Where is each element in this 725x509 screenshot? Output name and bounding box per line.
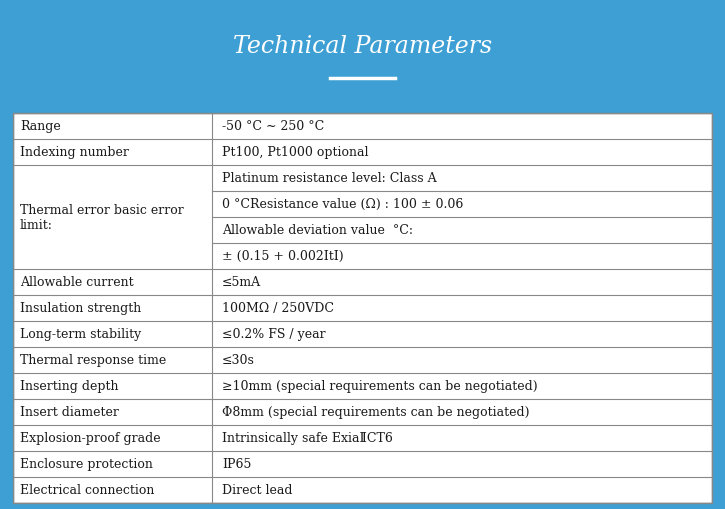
- Text: Φ8mm (special requirements can be negotiated): Φ8mm (special requirements can be negoti…: [222, 406, 529, 418]
- Text: Insert diameter: Insert diameter: [20, 406, 119, 418]
- Text: Thermal response time: Thermal response time: [20, 354, 166, 366]
- Text: Allowable deviation value  °C:: Allowable deviation value °C:: [222, 224, 413, 237]
- Text: Insulation strength: Insulation strength: [20, 302, 141, 315]
- Text: 0 °CResistance value (Ω) : 100 ± 0.06: 0 °CResistance value (Ω) : 100 ± 0.06: [222, 198, 463, 211]
- Text: 100MΩ / 250VDC: 100MΩ / 250VDC: [222, 302, 334, 315]
- Text: Pt100, Pt1000 optional: Pt100, Pt1000 optional: [222, 146, 368, 159]
- Text: ≤0.2% FS / year: ≤0.2% FS / year: [222, 328, 326, 341]
- Text: Direct lead: Direct lead: [222, 484, 292, 496]
- Text: Enclosure protection: Enclosure protection: [20, 458, 153, 470]
- Text: ≤30s: ≤30s: [222, 354, 255, 366]
- Text: Long-term stability: Long-term stability: [20, 328, 141, 341]
- Text: Platinum resistance level: Class A: Platinum resistance level: Class A: [222, 172, 436, 185]
- Text: ≥10mm (special requirements can be negotiated): ≥10mm (special requirements can be negot…: [222, 380, 538, 392]
- Text: Electrical connection: Electrical connection: [20, 484, 154, 496]
- Text: Indexing number: Indexing number: [20, 146, 129, 159]
- Text: ± (0.15 + 0.002ItI): ± (0.15 + 0.002ItI): [222, 250, 344, 263]
- Text: Intrinsically safe ExiaⅡCT6: Intrinsically safe ExiaⅡCT6: [222, 432, 393, 444]
- Text: Range: Range: [20, 120, 61, 133]
- Text: Explosion-proof grade: Explosion-proof grade: [20, 432, 161, 444]
- Text: IP65: IP65: [222, 458, 252, 470]
- Text: Thermal error basic error
limit:: Thermal error basic error limit:: [20, 204, 184, 231]
- Text: Inserting depth: Inserting depth: [20, 380, 119, 392]
- Text: Technical Parameters: Technical Parameters: [233, 35, 492, 58]
- Text: -50 °C ∼ 250 °C: -50 °C ∼ 250 °C: [222, 120, 324, 133]
- Text: ≤5mA: ≤5mA: [222, 276, 261, 289]
- Text: Allowable current: Allowable current: [20, 276, 133, 289]
- FancyBboxPatch shape: [13, 114, 712, 503]
